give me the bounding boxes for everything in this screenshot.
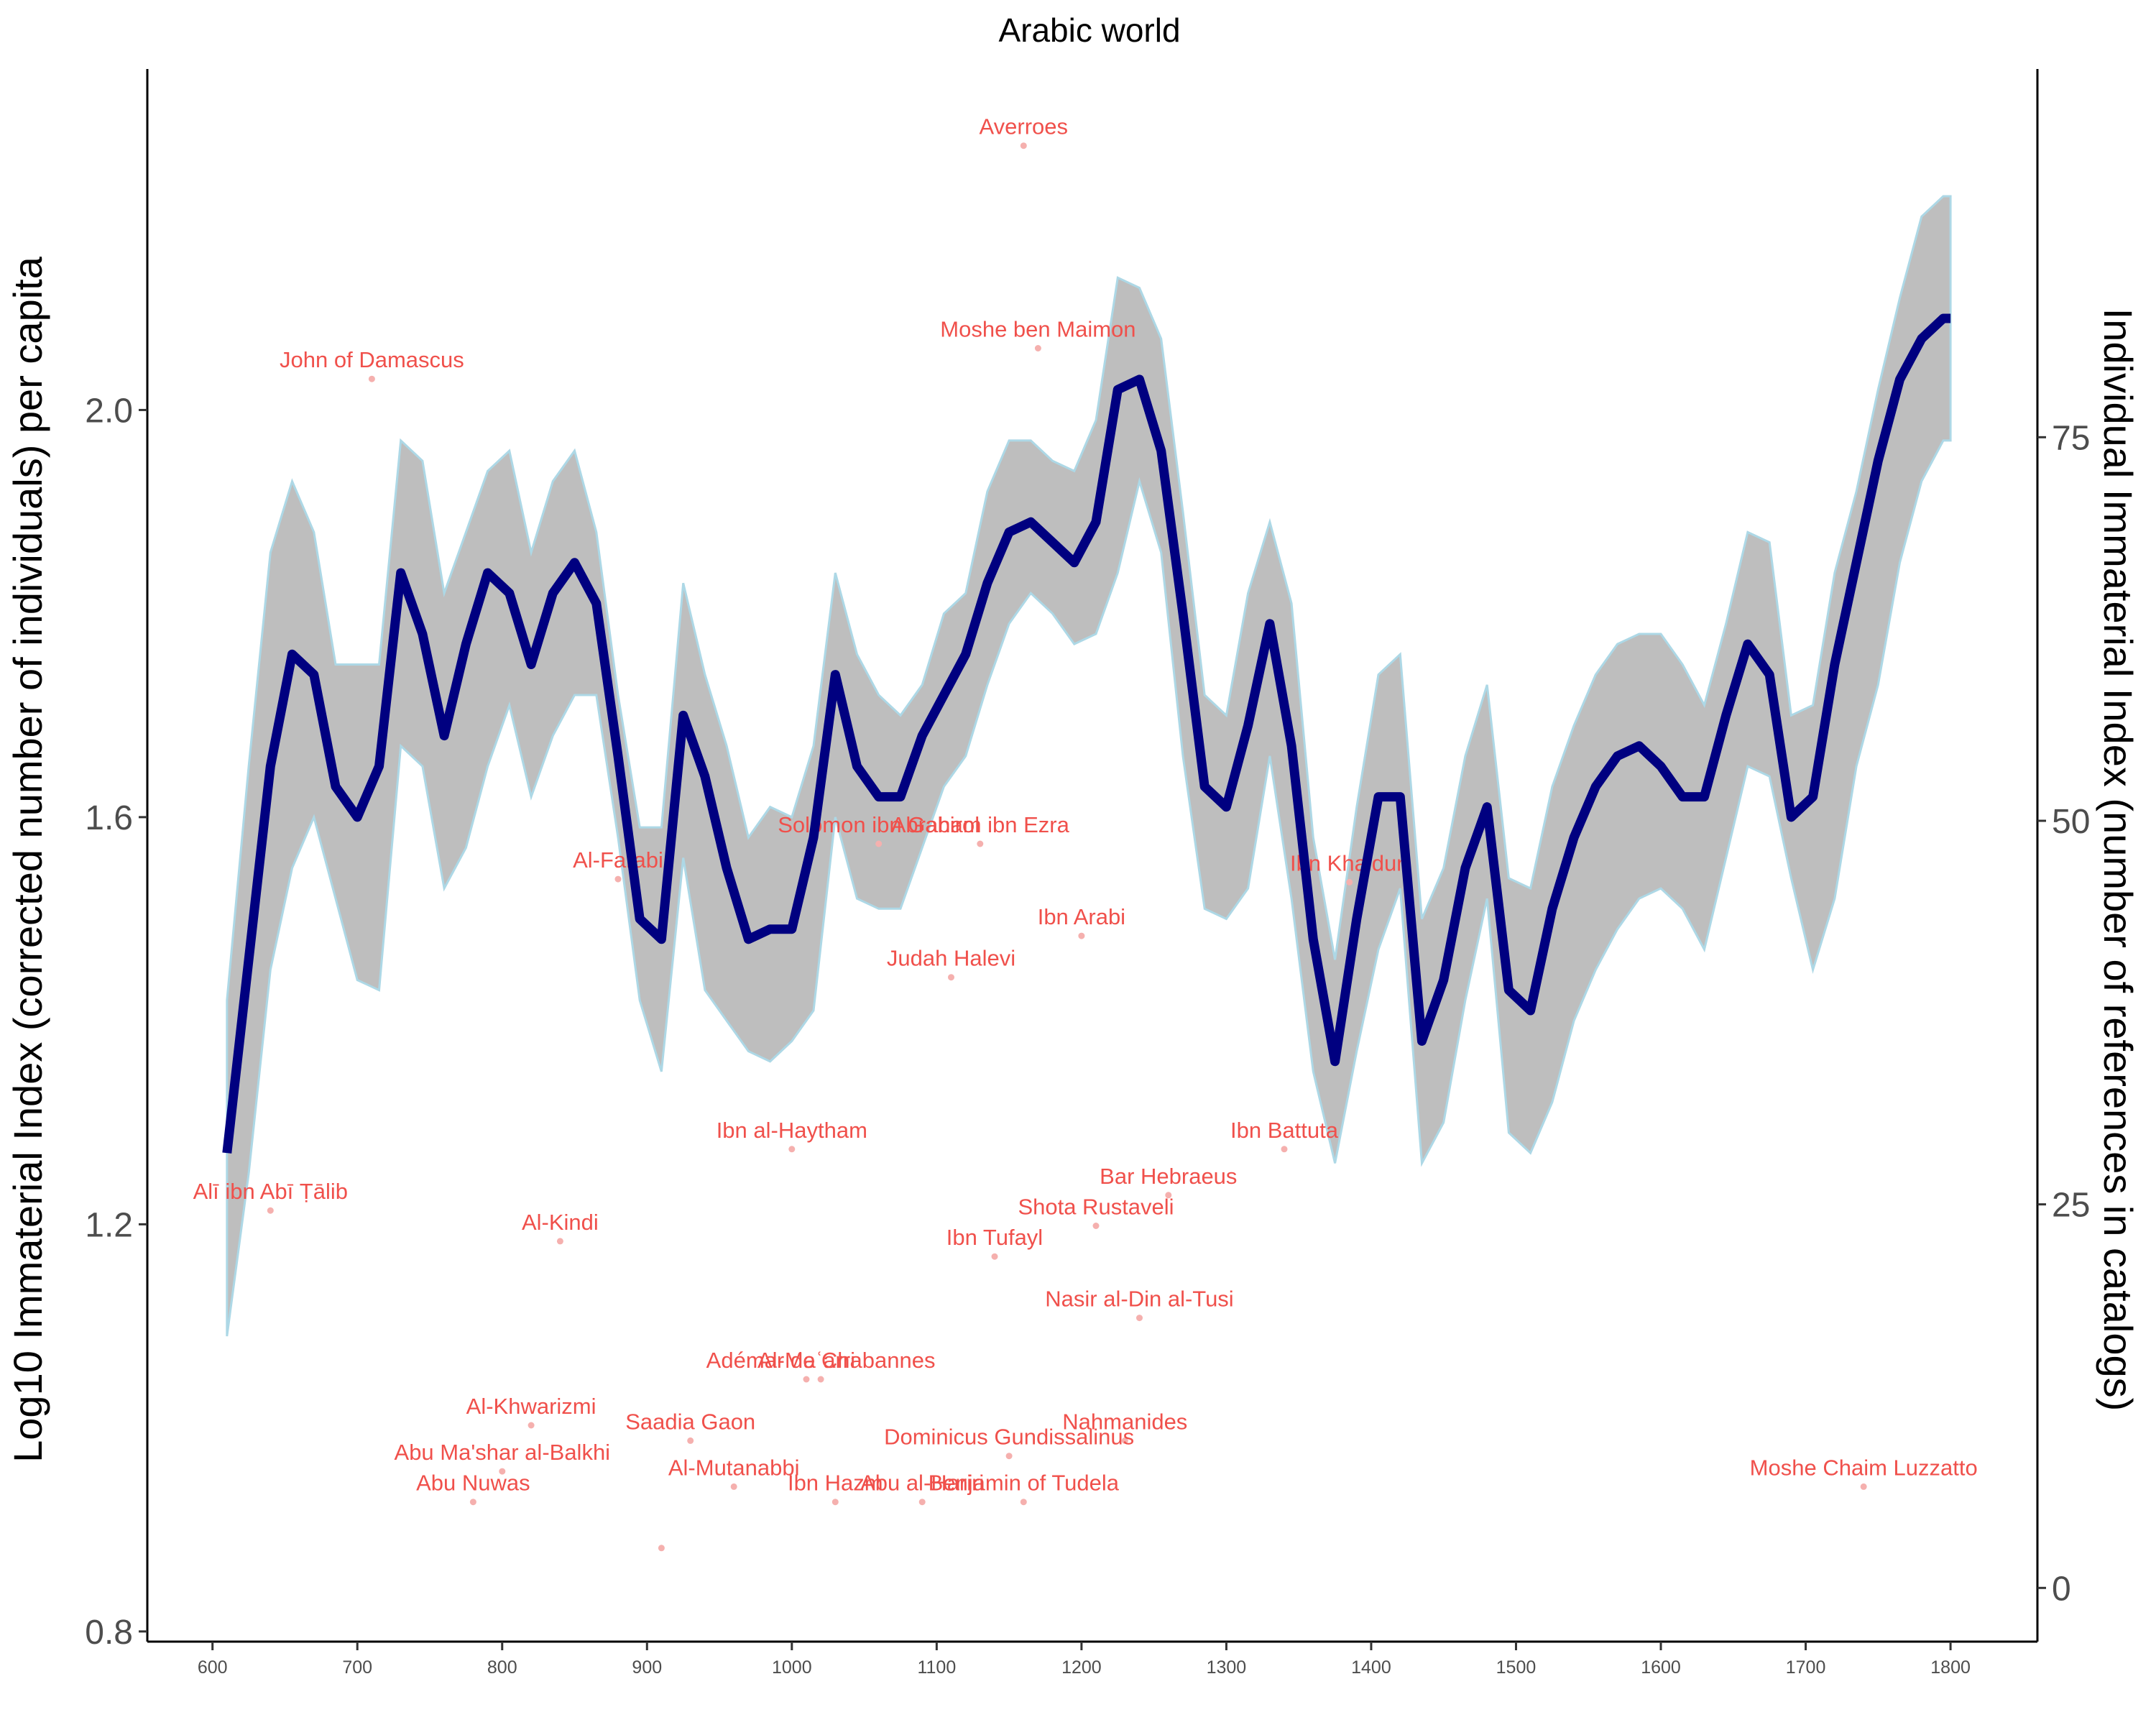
person-label: Abraham ibn Ezra (891, 812, 1070, 837)
x-tick-label: 1300 (1207, 1657, 1247, 1678)
person-point (499, 1468, 506, 1475)
person-point (1281, 1146, 1288, 1153)
chart-title: Arabic world (998, 12, 1180, 49)
person-point (1346, 878, 1353, 886)
person-label: Judah Halevi (887, 946, 1015, 971)
person-point (875, 840, 883, 847)
person-label: Nasir al-Din al-Tusi (1045, 1287, 1233, 1312)
person-label: John of Damascus (280, 347, 464, 372)
person-label: Ibn Tufayl (946, 1225, 1043, 1250)
person-label: Nahmanides (1062, 1409, 1187, 1434)
person-point (687, 1437, 694, 1444)
person-point (817, 1376, 824, 1383)
x-tick-label: 1800 (1930, 1657, 1971, 1678)
series-line (222, 313, 1951, 1154)
person-point (1092, 1223, 1100, 1229)
person-label: Ibn Hazm (788, 1471, 883, 1496)
y2-tick-label: 0 (2052, 1570, 2071, 1608)
x-tick-label: 1700 (1786, 1657, 1826, 1678)
y-tick-label: 1.2 (85, 1206, 133, 1244)
x-tick-label: 800 (487, 1657, 517, 1678)
plot-area: Averroes John of Damascus Moshe ben Maimon… (85, 69, 2090, 1678)
person-point (1020, 1499, 1027, 1506)
person-point (977, 840, 984, 847)
x-tick-label: 1400 (1351, 1657, 1391, 1678)
y-tick-label: 1.6 (85, 799, 133, 837)
person-point (658, 1545, 665, 1552)
person-label: Saadia Gaon (625, 1409, 755, 1434)
person-point (1034, 345, 1041, 351)
person-label: Al-Farabi (573, 847, 663, 873)
person-point (788, 1146, 796, 1153)
y-axis-title: Log10 Immaterial Index (corrected number… (5, 256, 50, 1463)
person-label: Bar Hebraeus (1100, 1164, 1237, 1189)
person-point (1005, 1453, 1013, 1460)
y-tick-label: 2.0 (85, 392, 133, 430)
person-label: Abu al-Hariri (860, 1471, 984, 1496)
x-tick-label: 600 (198, 1657, 228, 1678)
person-point (803, 1376, 810, 1383)
person-point (831, 1499, 839, 1506)
x-tick-label: 1000 (772, 1657, 812, 1678)
person-label: Ibn al-Haytham (717, 1118, 867, 1143)
person-label: Alī ibn Abī Ṭālib (193, 1179, 348, 1204)
person-point (368, 375, 375, 382)
person-label: Al-Mutanabbi (668, 1455, 800, 1480)
person-point (1136, 1315, 1143, 1322)
x-tick-label: 900 (632, 1657, 662, 1678)
person-label: Al-Maʿarri (757, 1348, 855, 1373)
y2-tick-label: 50 (2052, 803, 2090, 841)
person-point (1121, 1437, 1128, 1444)
person-label: Dominicus Gundissalinus (884, 1425, 1134, 1450)
person-label: Abu Ma'shar al-Balkhi (395, 1440, 611, 1465)
person-label: Moshe Chaim Luzzatto (1750, 1455, 1978, 1480)
person-point (948, 974, 954, 981)
confidence-ribbon (226, 195, 1952, 1337)
person-label: Ibn Battuta (1230, 1118, 1339, 1143)
x-tick-label: 1200 (1061, 1657, 1102, 1678)
y2-tick-label: 25 (2052, 1187, 2090, 1225)
person-point (1078, 932, 1085, 939)
person-point (1860, 1483, 1867, 1490)
person-label: Al-Khwarizmi (466, 1394, 596, 1419)
person-label: Benjamin of Tudela (929, 1471, 1120, 1496)
person-point (556, 1238, 563, 1245)
person-label: Al-Kindi (522, 1210, 599, 1235)
person-label: Abu Nuwas (416, 1471, 530, 1496)
person-point (1020, 142, 1027, 150)
person-label: Adémar de Chabannes (706, 1348, 936, 1373)
person-point (469, 1499, 476, 1506)
person-label: Ibn Arabi (1038, 904, 1125, 929)
y-tick-label: 0.8 (85, 1614, 133, 1652)
y2-axis-title: Individual Immaterial Index (number of r… (2096, 308, 2141, 1412)
x-tick-label: 1500 (1496, 1657, 1537, 1678)
person-point (918, 1499, 926, 1506)
person-point (730, 1483, 737, 1490)
person-point (991, 1253, 998, 1260)
person-point (528, 1422, 535, 1429)
x-tick-label: 1600 (1641, 1657, 1681, 1678)
person-point (267, 1207, 274, 1214)
person-label: Averroes (980, 114, 1069, 139)
x-tick-label: 1100 (917, 1657, 956, 1678)
person-label: Moshe ben Maimon (940, 317, 1135, 342)
person-label: Shota Rustaveli (1018, 1195, 1174, 1220)
x-tick-label: 700 (342, 1657, 372, 1678)
person-point (614, 875, 622, 883)
y2-tick-label: 75 (2052, 419, 2090, 457)
person-point (1165, 1192, 1172, 1199)
